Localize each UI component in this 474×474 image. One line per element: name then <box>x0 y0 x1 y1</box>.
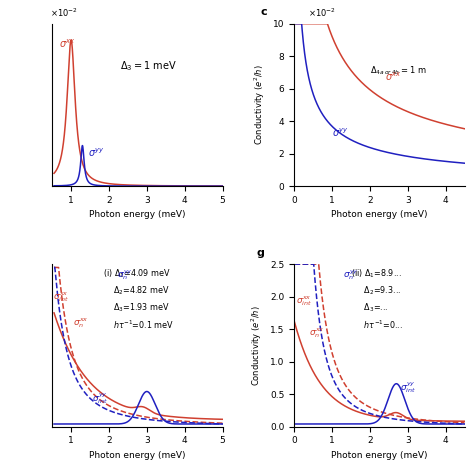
X-axis label: Photon energy (meV): Photon energy (meV) <box>89 210 186 219</box>
Y-axis label: Conductivity $(e^2/h)$: Conductivity $(e^2/h)$ <box>250 305 264 386</box>
Text: $\sigma^{yy}$: $\sigma^{yy}$ <box>332 127 349 139</box>
Text: (ii) $\Delta_1$=8.9...
     $\Delta_2$=9.3...
     $\Delta_3$=...
     $h\tau^{-: (ii) $\Delta_1$=8.9... $\Delta_2$=9.3...… <box>351 267 403 331</box>
Text: $\sigma^{yy}_{n}$: $\sigma^{yy}_{n}$ <box>343 268 359 282</box>
Text: $\sigma^{xx}$: $\sigma^{xx}$ <box>59 37 76 50</box>
Text: $\Delta_{4a\,or\,4b}=1$ m: $\Delta_{4a\,or\,4b}=1$ m <box>370 64 426 77</box>
Text: $\times10^{-2}$: $\times10^{-2}$ <box>308 7 336 19</box>
Text: $\sigma^{yy}$: $\sigma^{yy}$ <box>88 146 105 159</box>
X-axis label: Photon energy (meV): Photon energy (meV) <box>89 451 186 460</box>
Text: $\sigma^{xx}$: $\sigma^{xx}$ <box>385 70 402 82</box>
Text: (i) $\Delta_1$=4.09 meV
    $\Delta_2$=4.82 meV
    $\Delta_3$=1.93 meV
    $h\t: (i) $\Delta_1$=4.09 meV $\Delta_2$=4.82 … <box>103 267 174 331</box>
Text: $\sigma^{yy}_{int}$: $\sigma^{yy}_{int}$ <box>92 392 108 406</box>
Text: $\sigma^{xx}_{n}$: $\sigma^{xx}_{n}$ <box>73 317 89 330</box>
Text: $\sigma^{xx}_{n}$: $\sigma^{xx}_{n}$ <box>309 327 325 340</box>
Text: $\sigma^{yy}_{int}$: $\sigma^{yy}_{int}$ <box>400 381 416 395</box>
Text: g: g <box>256 248 264 258</box>
Text: $\sigma^{xx}_{int}$: $\sigma^{xx}_{int}$ <box>53 291 69 304</box>
Text: $\sigma^{yy}_{n}$: $\sigma^{yy}_{n}$ <box>117 268 132 282</box>
Text: $\sigma^{xx}_{int}$: $\sigma^{xx}_{int}$ <box>296 294 312 308</box>
Text: c: c <box>260 8 267 18</box>
Y-axis label: Conductivity $(e^2/h)$: Conductivity $(e^2/h)$ <box>253 64 267 146</box>
X-axis label: Photon energy (meV): Photon energy (meV) <box>331 451 428 460</box>
Text: $\times10^{-2}$: $\times10^{-2}$ <box>50 7 78 19</box>
X-axis label: Photon energy (meV): Photon energy (meV) <box>331 210 428 219</box>
Text: $\Delta_3=1$ meV: $\Delta_3=1$ meV <box>120 59 177 73</box>
